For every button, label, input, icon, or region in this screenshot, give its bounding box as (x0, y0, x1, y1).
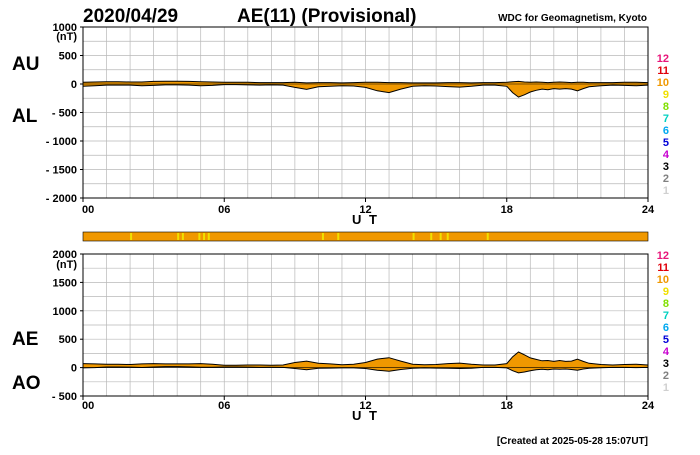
station-legend-item: 12 (657, 250, 669, 262)
station-legend-item: 11 (657, 65, 669, 77)
y-tick-label: 1000 (53, 306, 77, 318)
status-bar-tick (130, 233, 133, 240)
station-legend-item: 10 (657, 77, 669, 89)
x-tick-label: 12 (359, 204, 371, 216)
station-legend-item: 5 (663, 334, 669, 346)
station-legend-item: 1 (663, 382, 669, 394)
data-source: WDC for Geomagnetism, Kyoto (498, 13, 647, 24)
y-tick-label: - 1000 (46, 136, 77, 148)
station-legend-item: 9 (663, 286, 669, 298)
series-label-al: AL (12, 106, 38, 127)
au-al-panel: 1000 500 0 - 500 - 1000 - 1500 - 2000 (nT) 00 06 1… (12, 22, 655, 227)
y-tick-label: 1500 (53, 277, 77, 289)
status-bar-tick (198, 233, 201, 240)
status-bar-tick (337, 233, 340, 240)
x-tick-label: 00 (82, 400, 94, 412)
y-tick-label: - 2000 (46, 193, 77, 205)
station-legend-item: 3 (663, 358, 669, 370)
status-bar-tick (207, 233, 210, 240)
y-axis-unit-label: (nT) (56, 259, 77, 271)
station-legend-item: 5 (663, 137, 669, 149)
y-tick-label: 2000 (53, 249, 77, 261)
x-tick-label: 12 (359, 400, 371, 412)
created-timestamp: [Created at 2025-05-28 15:07UT] (497, 436, 648, 447)
x-tick-label: 18 (501, 400, 513, 412)
station-legend-item: 7 (663, 113, 669, 125)
station-legend-item: 11 (657, 262, 669, 274)
y-tick-label: - 500 (52, 108, 77, 120)
x-axis-label: U T (352, 212, 379, 227)
status-bar-tick (446, 233, 449, 240)
station-legend-item: 9 (663, 89, 669, 101)
y-tick-label: - 500 (52, 391, 77, 403)
y-axis-unit-label: (nT) (56, 31, 77, 43)
station-legend-item: 4 (663, 346, 670, 358)
series-label-ae: AE (12, 329, 38, 350)
y-tick-label: 500 (59, 334, 77, 346)
status-bar-tick (430, 233, 433, 240)
x-tick-label: 06 (218, 204, 230, 216)
station-legend-item: 4 (663, 149, 670, 161)
x-tick-label: 06 (218, 400, 230, 412)
x-axis-label: U T (352, 408, 379, 423)
plot-date: 2020/04/29 (83, 6, 178, 27)
series-line-ae (82, 351, 649, 366)
x-tick-label: 00 (82, 204, 94, 216)
y-tick-label: - 1500 (46, 165, 77, 177)
station-legend-item: 2 (663, 173, 669, 185)
x-tick-label: 18 (501, 204, 513, 216)
status-bar-tick (486, 233, 489, 240)
status-bar-fill (82, 231, 649, 242)
status-bar-tick (321, 233, 324, 240)
area-fill (83, 81, 648, 98)
y-tick-label: 0 (71, 363, 77, 375)
station-legend-item: 8 (663, 298, 669, 310)
station-legend-item: 7 (663, 310, 669, 322)
ae-ao-panel: 2000 1500 1000 500 0 - 500 (nT) 00 06 12 18 24 U T AE… (12, 249, 655, 423)
y-tick-label: 1000 (53, 22, 77, 34)
status-bar-tick (439, 233, 442, 240)
y-tick-label: 0 (71, 79, 77, 91)
station-legend-item: 12 (657, 53, 669, 65)
station-legend-item: 1 (663, 185, 669, 197)
station-legend-item: 10 (657, 274, 669, 286)
status-bar-tick (181, 233, 184, 240)
station-legend-item: 8 (663, 101, 669, 113)
station-legend-item: 6 (663, 322, 669, 334)
station-legend-item: 3 (663, 161, 669, 173)
data-status-bar (82, 231, 649, 242)
station-legend-item: 6 (663, 125, 669, 137)
series-label-ao: AO (12, 373, 41, 394)
plot-title: AE(11) (Provisional) (237, 6, 417, 27)
station-legend-item: 2 (663, 370, 669, 382)
status-bar-tick (177, 233, 180, 240)
status-bar-tick (203, 233, 206, 240)
x-tick-label: 24 (642, 400, 655, 412)
series-line-ao (82, 366, 649, 374)
x-tick-label: 24 (642, 204, 655, 216)
y-tick-label: 500 (59, 51, 77, 63)
series-line-al (82, 84, 649, 98)
status-bar-tick (412, 233, 415, 240)
series-label-au: AU (12, 54, 39, 75)
series-line-au (82, 80, 649, 84)
